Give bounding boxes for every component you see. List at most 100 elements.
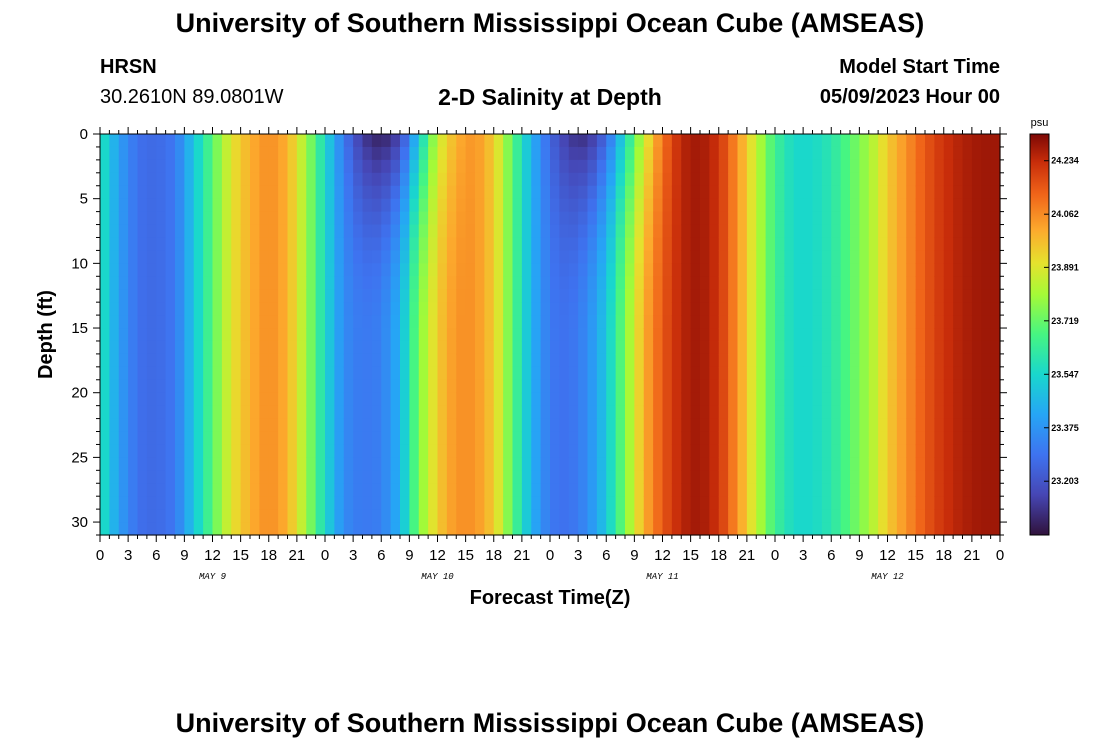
heatmap-cell [109,302,120,316]
heatmap-cell [812,353,823,368]
heatmap-cell [615,328,626,342]
heatmap-cell [981,289,992,303]
heatmap-cell [212,431,223,446]
heatmap-cell [981,366,992,381]
heatmap-cell [268,418,279,433]
heatmap-cell [250,392,260,407]
heatmap-cell [765,457,776,471]
heatmap-cell [962,263,973,277]
heatmap-cell [100,470,110,484]
heatmap-cell [934,185,945,200]
heatmap-cell [484,263,495,277]
heatmap-cell [540,353,551,368]
heatmap-cell [587,172,598,187]
heatmap-cell [278,470,289,484]
heatmap-cell [137,185,148,200]
heatmap-cell [259,470,270,484]
heatmap-cell [137,457,148,471]
heatmap-cell [503,211,514,226]
heatmap-cell [775,315,785,329]
heatmap-cell [203,134,214,148]
heatmap-cell [278,237,289,252]
heatmap-cell [109,457,120,471]
heatmap-cell [165,276,176,290]
heatmap-cell [775,353,785,368]
heatmap-cell [259,444,270,458]
x-tick-label: 15 [457,547,474,564]
heatmap-cell [943,185,954,200]
heatmap-cell [709,366,720,381]
heatmap-cell [334,470,345,484]
heatmap-cell [784,198,795,213]
heatmap-cell [465,353,476,368]
heatmap-cell [578,315,589,329]
heatmap-cell [343,470,354,484]
heatmap-cell [568,457,579,471]
heatmap-cell [578,340,589,355]
heatmap-cell [887,134,898,148]
heatmap-cell [840,250,851,264]
heatmap-cell [681,418,692,433]
heatmap-cell [728,302,739,316]
heatmap-cell [953,444,964,458]
heatmap-cell [353,315,364,329]
heatmap-cell [906,315,917,329]
heatmap-cell [456,302,467,316]
heatmap-cell [887,392,898,407]
heatmap-cell [362,470,373,484]
heatmap-cell [746,134,757,148]
heatmap-cell [531,172,542,187]
heatmap-cell [784,263,795,277]
heatmap-cell [278,185,289,200]
heatmap-cell [146,431,157,446]
heatmap-cell [512,134,523,148]
heatmap-cell [859,470,870,484]
heatmap-cell [362,392,373,407]
heatmap-cell [765,289,776,303]
heatmap-cell [456,185,467,200]
heatmap-cell [587,379,598,394]
heatmap-cell [625,198,635,213]
heatmap-cell [803,444,814,458]
heatmap-cell [803,159,814,174]
heatmap-cell [362,328,373,342]
heatmap-cell [990,302,1001,316]
heatmap-cell [803,185,814,200]
y-tick-label: 10 [71,255,88,272]
heatmap-cell [559,276,570,290]
heatmap-cell [118,159,129,174]
heatmap-cell [568,392,579,407]
heatmap-cell [925,302,935,316]
heatmap-cell [362,198,373,213]
heatmap-cell [484,198,495,213]
heatmap-cell [400,315,410,329]
heatmap-cell [231,366,242,381]
heatmap-cell [250,509,260,523]
heatmap-cell [278,418,289,433]
heatmap-cell [915,211,926,226]
heatmap-cell [887,496,898,510]
heatmap-cell [353,159,364,174]
heatmap-cell [446,379,457,394]
heatmap-cell [643,509,654,523]
heatmap-cell [175,522,185,536]
heatmap-cell [212,237,223,252]
heatmap-cell [521,185,532,200]
heatmap-cell [756,405,767,420]
heatmap-cell [943,289,954,303]
heatmap-cell [784,340,795,355]
heatmap-cell [868,353,879,368]
heatmap-cell [943,405,954,420]
heatmap-cell [390,353,401,368]
heatmap-cell [278,444,289,458]
heatmap-cell [859,353,870,368]
heatmap-cell [681,315,692,329]
heatmap-cell [915,134,926,148]
heatmap-cell [146,185,157,200]
heatmap-cell [559,159,570,174]
heatmap-cell [184,328,195,342]
heatmap-cell [428,379,439,394]
heatmap-cell [690,509,701,523]
heatmap-cell [437,457,448,471]
heatmap-cell [906,211,917,226]
